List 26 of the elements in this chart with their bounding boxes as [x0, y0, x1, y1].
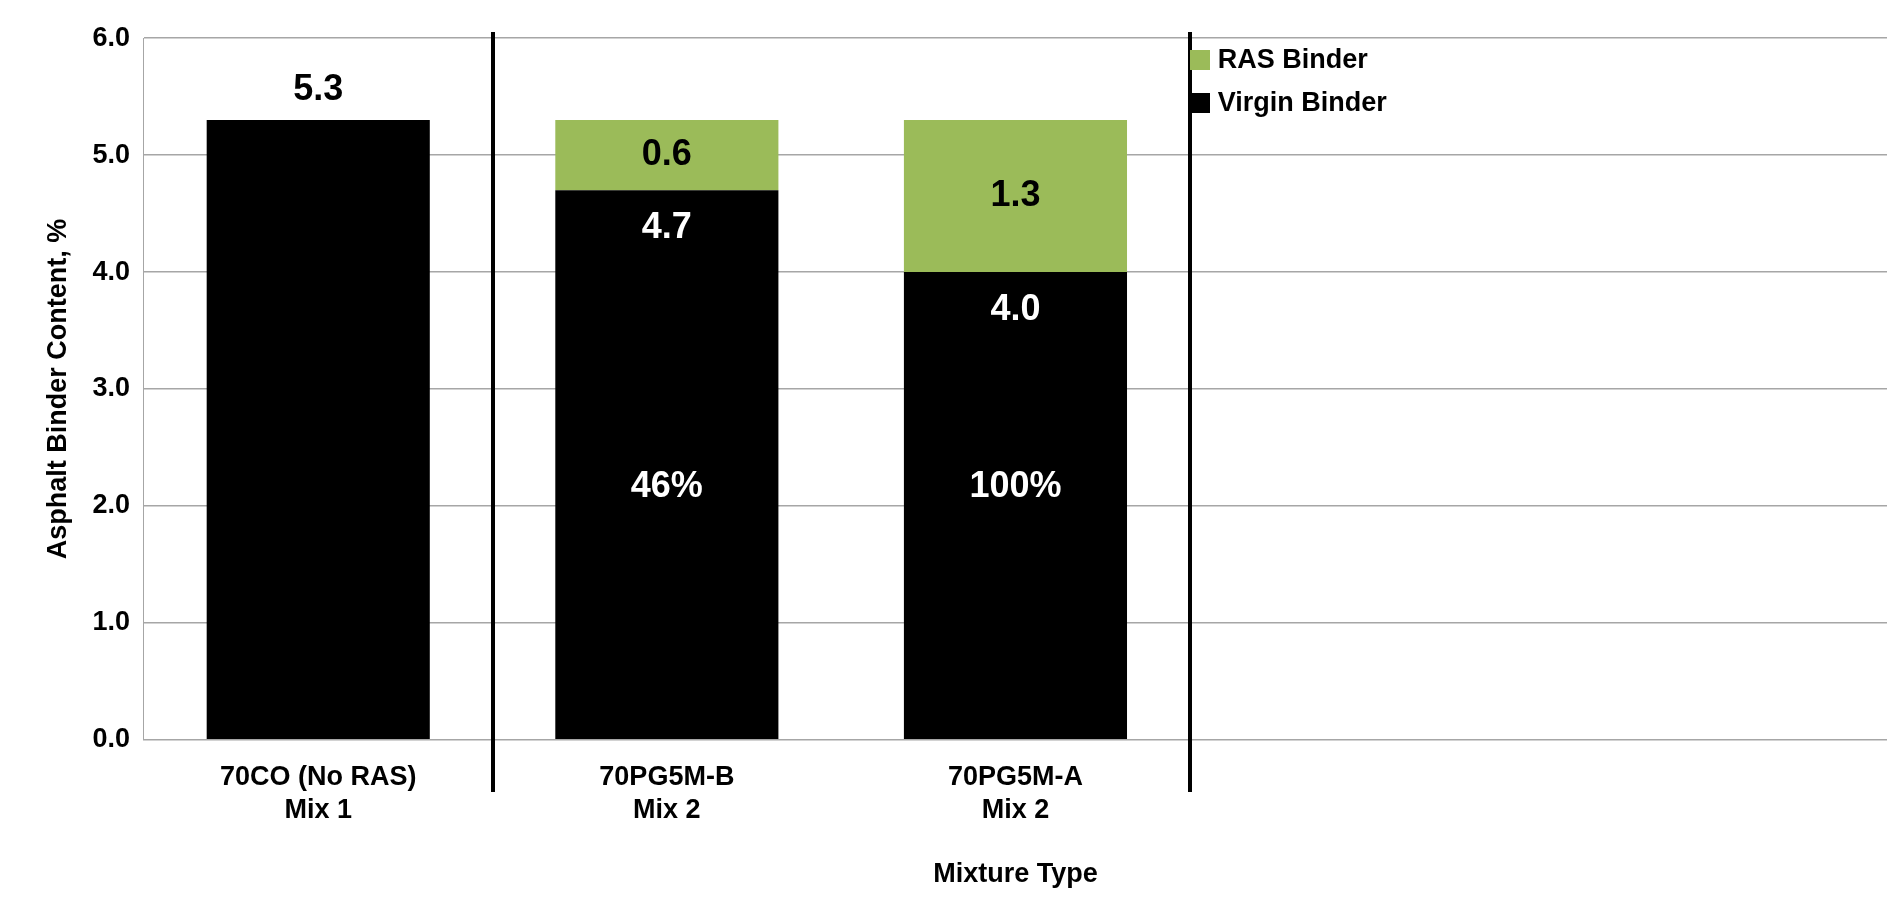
legend-label: RAS Binder — [1217, 44, 1368, 76]
data-label: 5.3 — [293, 66, 344, 108]
bar — [555, 190, 779, 740]
x-tick-label: 70PG5M-B Mix 2 — [599, 761, 735, 824]
legend-label: Virgin Binder — [1217, 87, 1387, 119]
y-tick-label: 0.0 — [92, 723, 130, 754]
x-axis-title: Mixture Type — [933, 858, 1098, 889]
bar — [903, 272, 1128, 740]
y-tick-label: 3.0 — [92, 372, 130, 403]
x-tick-label: 70CO (No RAS) Mix 1 — [219, 761, 417, 824]
annotation: 46% — [630, 464, 703, 506]
data-label: 4.7 — [641, 205, 692, 247]
y-tick-label: 1.0 — [92, 606, 130, 637]
bar — [555, 120, 779, 191]
x-tick-label: 70PG5M-A Mix 2 — [947, 761, 1083, 824]
y-tick-label: 5.0 — [92, 138, 130, 169]
y-axis-title: Asphalt Binder Content, % — [41, 218, 72, 560]
bar — [903, 120, 1128, 273]
bar — [206, 120, 430, 740]
data-label: 0.6 — [641, 132, 692, 174]
data-label: 1.3 — [990, 172, 1041, 214]
y-tick-label: 6.0 — [92, 21, 130, 52]
annotation: 100% — [969, 464, 1062, 506]
y-tick-label: 2.0 — [92, 489, 130, 520]
y-tick-label: 4.0 — [92, 255, 130, 286]
data-label: 4.0 — [990, 286, 1041, 328]
